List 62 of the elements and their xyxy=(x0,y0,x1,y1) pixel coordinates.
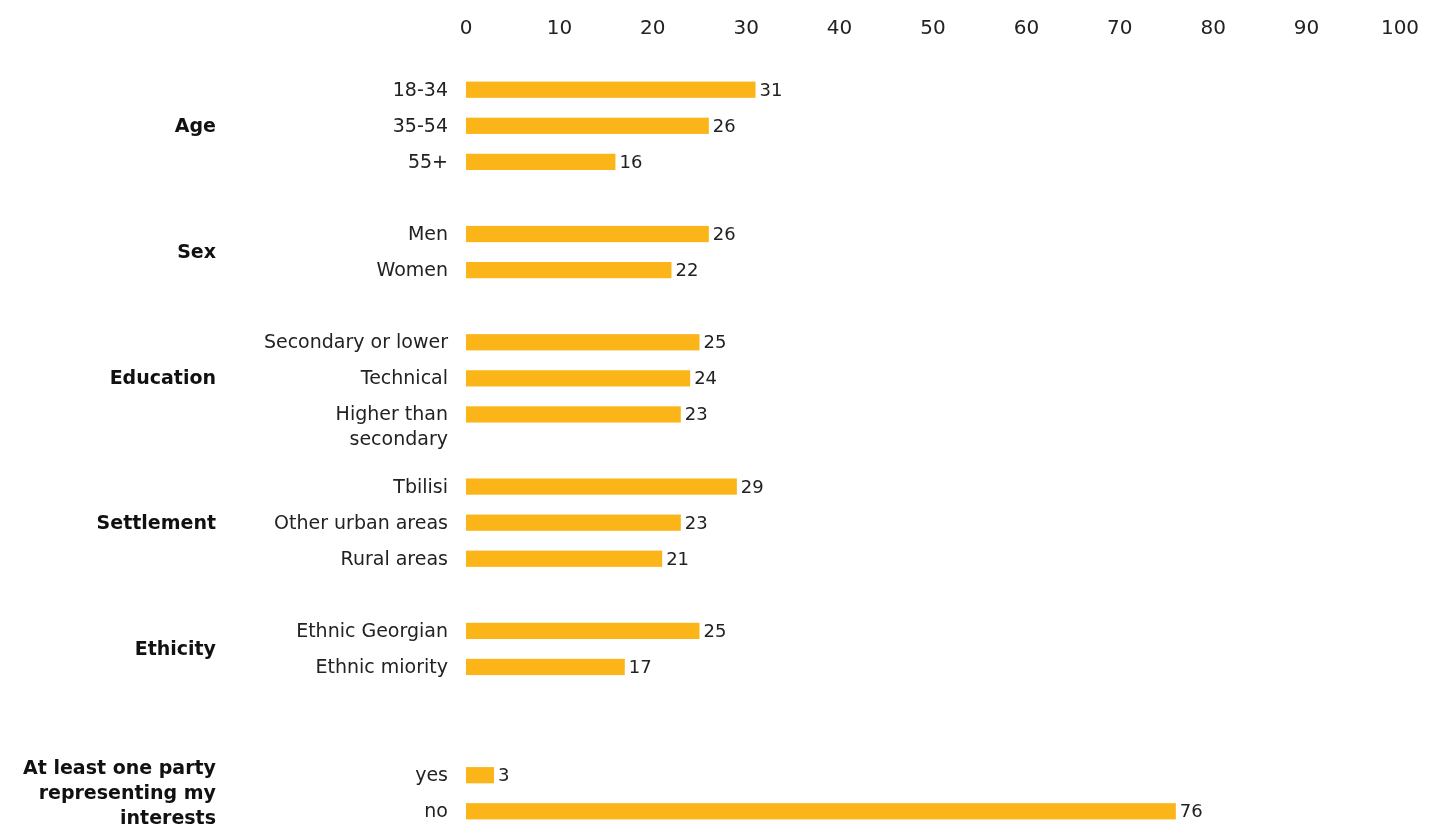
bar xyxy=(466,658,625,676)
data-label: 23 xyxy=(684,403,708,425)
y-tick-label: Secondary or lower xyxy=(263,330,449,353)
bar xyxy=(466,262,672,279)
x-tick-label: 40 xyxy=(826,15,853,39)
data-label: 29 xyxy=(740,475,764,497)
bar xyxy=(466,478,737,495)
y-tick-label: Tbilisi xyxy=(392,474,448,497)
x-tick-label: 100 xyxy=(1380,15,1420,39)
data-label: 17 xyxy=(628,655,652,677)
y-tick-label: Men xyxy=(407,222,448,245)
y-tick-label: Ethnic Georgian xyxy=(296,618,448,641)
y-tick-label: 55+ xyxy=(407,149,448,172)
bar xyxy=(466,153,616,170)
bar xyxy=(466,225,709,243)
data-label: 3 xyxy=(498,764,510,786)
bar xyxy=(466,550,663,567)
data-label: 21 xyxy=(666,547,690,569)
y-tick-label: Women xyxy=(376,258,448,281)
y-tick-label: Other urban areas xyxy=(274,510,448,533)
y-tick-label: Higher than secondary xyxy=(335,402,448,450)
bar xyxy=(466,622,700,639)
y-tick-label: 35-54 xyxy=(392,113,448,136)
bar xyxy=(466,803,1176,820)
x-tick-label: 80 xyxy=(1200,15,1226,39)
x-tick-label: 70 xyxy=(1107,15,1133,39)
y-tick-label: no xyxy=(424,799,448,822)
y-tick-label: Technical xyxy=(359,366,448,389)
text: Education xyxy=(109,366,216,389)
text: Sex xyxy=(177,240,216,263)
bar xyxy=(466,81,756,98)
x-tick-label: 50 xyxy=(920,15,946,39)
data-label: 76 xyxy=(1179,800,1203,822)
data-label: 26 xyxy=(712,114,736,136)
y-tick-label: Ethnic miority xyxy=(315,654,448,677)
bar xyxy=(466,514,681,531)
y-tick-label: 18-34 xyxy=(392,77,448,100)
x-tick-label: 30 xyxy=(733,15,759,39)
bar xyxy=(466,767,495,784)
y-tick-label: Rural areas xyxy=(340,546,448,569)
data-label: 26 xyxy=(712,223,736,245)
data-label: 25 xyxy=(703,331,727,353)
text: Age xyxy=(174,113,216,136)
bar xyxy=(466,334,700,351)
data-label: 24 xyxy=(694,367,718,389)
bar xyxy=(466,370,691,387)
text: Ethicity xyxy=(134,636,217,659)
data-label: 25 xyxy=(703,619,727,641)
x-tick-label: 0 xyxy=(459,15,473,39)
x-tick-label: 20 xyxy=(640,15,666,39)
text: Settlement xyxy=(96,510,216,533)
data-label: 31 xyxy=(759,78,783,100)
x-tick-label: 60 xyxy=(1013,15,1040,39)
data-label: 23 xyxy=(684,511,708,533)
bar xyxy=(466,406,681,423)
bar xyxy=(466,117,709,134)
text: At least one party representing my interests xyxy=(23,756,217,829)
data-label: 22 xyxy=(675,259,699,281)
x-tick-label: 10 xyxy=(546,15,573,39)
data-label: 16 xyxy=(619,150,643,172)
x-tick-label: 90 xyxy=(1293,15,1320,39)
y-tick-label: yes xyxy=(415,763,448,786)
